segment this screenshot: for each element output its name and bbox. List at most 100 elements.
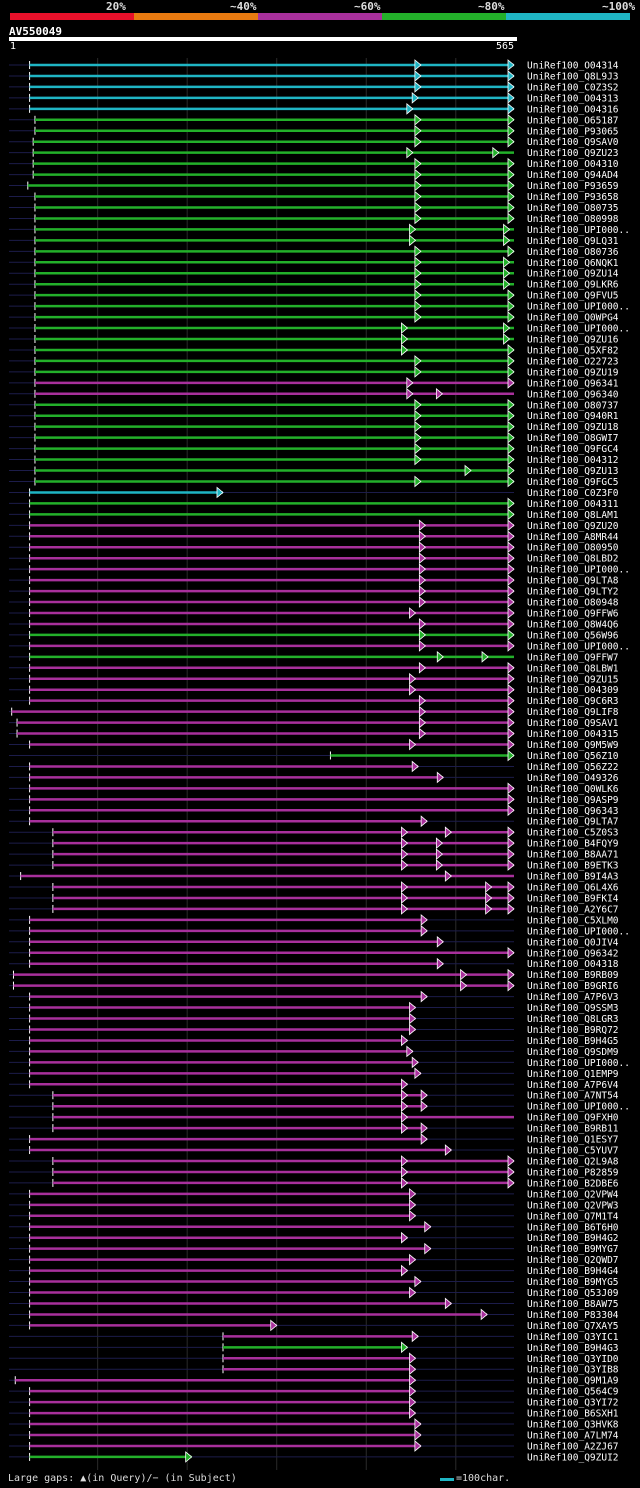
hit-arrow: [401, 859, 409, 871]
hit-arrow: [401, 903, 409, 915]
hit-label: UniRef100_Q1EMP9: [527, 1069, 619, 1080]
hit-arrow: [507, 508, 515, 521]
hit-arrow: [503, 234, 511, 247]
hit-arrow: [414, 157, 422, 170]
hit-arrow: [444, 1297, 452, 1310]
hit-arrow: [401, 1089, 409, 1102]
hit-arrow: [507, 1177, 515, 1189]
hit-arrow: [414, 1429, 422, 1441]
hit-arrow: [507, 541, 515, 554]
hit-arrow: [418, 727, 426, 740]
hit-arrow: [409, 1188, 417, 1200]
hit-label: UniRef100_Q9ZU16: [527, 335, 619, 346]
hit-arrow: [418, 585, 426, 597]
hit-arrow: [507, 574, 515, 586]
hit-arrow: [401, 1166, 409, 1178]
hit-label: UniRef100_UPI000..: [527, 324, 630, 335]
hit-arrow: [507, 366, 515, 378]
hit-arrow: [401, 1111, 409, 1124]
hit-label: UniRef100_O65187: [527, 115, 619, 126]
hit-label: UniRef100_B8AW75: [527, 1299, 619, 1310]
hit-arrow: [414, 398, 422, 411]
legend-swatch-4: [382, 13, 506, 20]
hit-arrow: [507, 59, 515, 71]
hit-arrow: [185, 1451, 193, 1463]
hit-arrow: [414, 453, 422, 466]
hit-label: UniRef100_P93065: [527, 126, 619, 137]
scale-label: =100char.: [456, 1473, 511, 1484]
hit-arrow: [507, 563, 515, 576]
hit-arrow: [480, 1308, 488, 1321]
hit-arrow: [409, 1352, 417, 1365]
hit-arrow: [507, 859, 515, 871]
hit-arrow: [401, 826, 409, 839]
hit-arrow: [507, 464, 515, 477]
hit-arrow: [414, 113, 422, 126]
hit-arrow: [401, 1034, 409, 1047]
hit-arrow: [435, 859, 443, 871]
hit-label: UniRef100_P82859: [527, 1167, 619, 1178]
hit-label: UniRef100_O80998: [527, 214, 619, 225]
hit-label: UniRef100_O80950: [527, 543, 619, 554]
hit-label: UniRef100_P93659: [527, 181, 619, 192]
hit-label: UniRef100_B9RB11: [527, 1124, 619, 1135]
hit-label: UniRef100_C5YUV7: [527, 1146, 619, 1157]
hit-label: UniRef100_Q9M5W9: [527, 740, 619, 751]
hit-label: UniRef100_C5Z0S3: [527, 828, 619, 839]
hit-arrow: [507, 640, 515, 652]
hit-arrow: [507, 727, 515, 740]
hit-label: UniRef100_Q9SDM9: [527, 1047, 619, 1058]
hit-arrow: [507, 311, 515, 323]
hit-arrow: [409, 1286, 417, 1299]
hit-label: UniRef100_Q96341: [527, 378, 619, 389]
hit-label: UniRef100_A2ZJ67: [527, 1441, 619, 1452]
hit-label: UniRef100_O04313: [527, 93, 619, 104]
hit-arrow: [418, 661, 426, 674]
hit-arrow: [418, 552, 426, 565]
hit-label: UniRef100_Q5XF82: [527, 345, 619, 356]
hit-label: UniRef100_Q9ZU18: [527, 422, 619, 433]
hit-arrow: [414, 289, 422, 302]
hit-arrow: [507, 749, 515, 762]
hit-arrow: [420, 1100, 428, 1113]
hit-arrow: [411, 92, 419, 104]
hit-label: UniRef100_B9RQ72: [527, 1025, 619, 1036]
hit-arrow: [406, 146, 414, 159]
hit-arrow: [507, 344, 515, 356]
hit-arrow: [409, 1374, 417, 1387]
hit-arrow: [401, 1177, 409, 1189]
hit-arrow: [507, 618, 515, 630]
hit-label: UniRef100_Q940R1: [527, 411, 619, 422]
hit-arrow: [492, 146, 500, 159]
hit-arrow: [409, 1012, 417, 1025]
hit-arrow: [409, 683, 417, 696]
hit-label: UniRef100_Q9ZU23: [527, 148, 619, 159]
hit-arrow: [503, 223, 511, 236]
hit-arrow: [414, 431, 422, 444]
hit-arrow: [507, 157, 515, 170]
hit-arrow: [409, 607, 417, 619]
hit-arrow: [420, 1133, 428, 1145]
hit-label: UniRef100_O04309: [527, 685, 619, 696]
hit-arrow: [401, 1100, 409, 1113]
hit-label: UniRef100_Q2VPW3: [527, 1200, 619, 1211]
hit-label: UniRef100_Q9C6R3: [527, 696, 619, 707]
hit-arrow: [507, 705, 515, 718]
hit-label: UniRef100_UPI000..: [527, 1058, 630, 1069]
hit-arrow: [409, 1363, 417, 1376]
hit-arrow: [414, 366, 422, 378]
hit-arrow: [418, 618, 426, 630]
hit-arrow: [507, 124, 515, 137]
legend-label-2: ~40%: [230, 0, 257, 13]
hit-label: UniRef100_A7NT54: [527, 1091, 619, 1102]
hit-label: UniRef100_Q0JIV4: [527, 937, 619, 948]
hit-arrow: [414, 300, 422, 312]
hit-label: UniRef100_O22723: [527, 356, 619, 367]
hit-label: UniRef100_Q3YI72: [527, 1398, 619, 1409]
hit-arrow: [460, 979, 468, 992]
hit-label: UniRef100_O04316: [527, 104, 619, 115]
hit-label: UniRef100_Q96342: [527, 948, 619, 959]
hit-label: UniRef100_B2DBE6: [527, 1178, 619, 1189]
hit-arrow: [507, 420, 515, 433]
query-line: [9, 37, 517, 41]
